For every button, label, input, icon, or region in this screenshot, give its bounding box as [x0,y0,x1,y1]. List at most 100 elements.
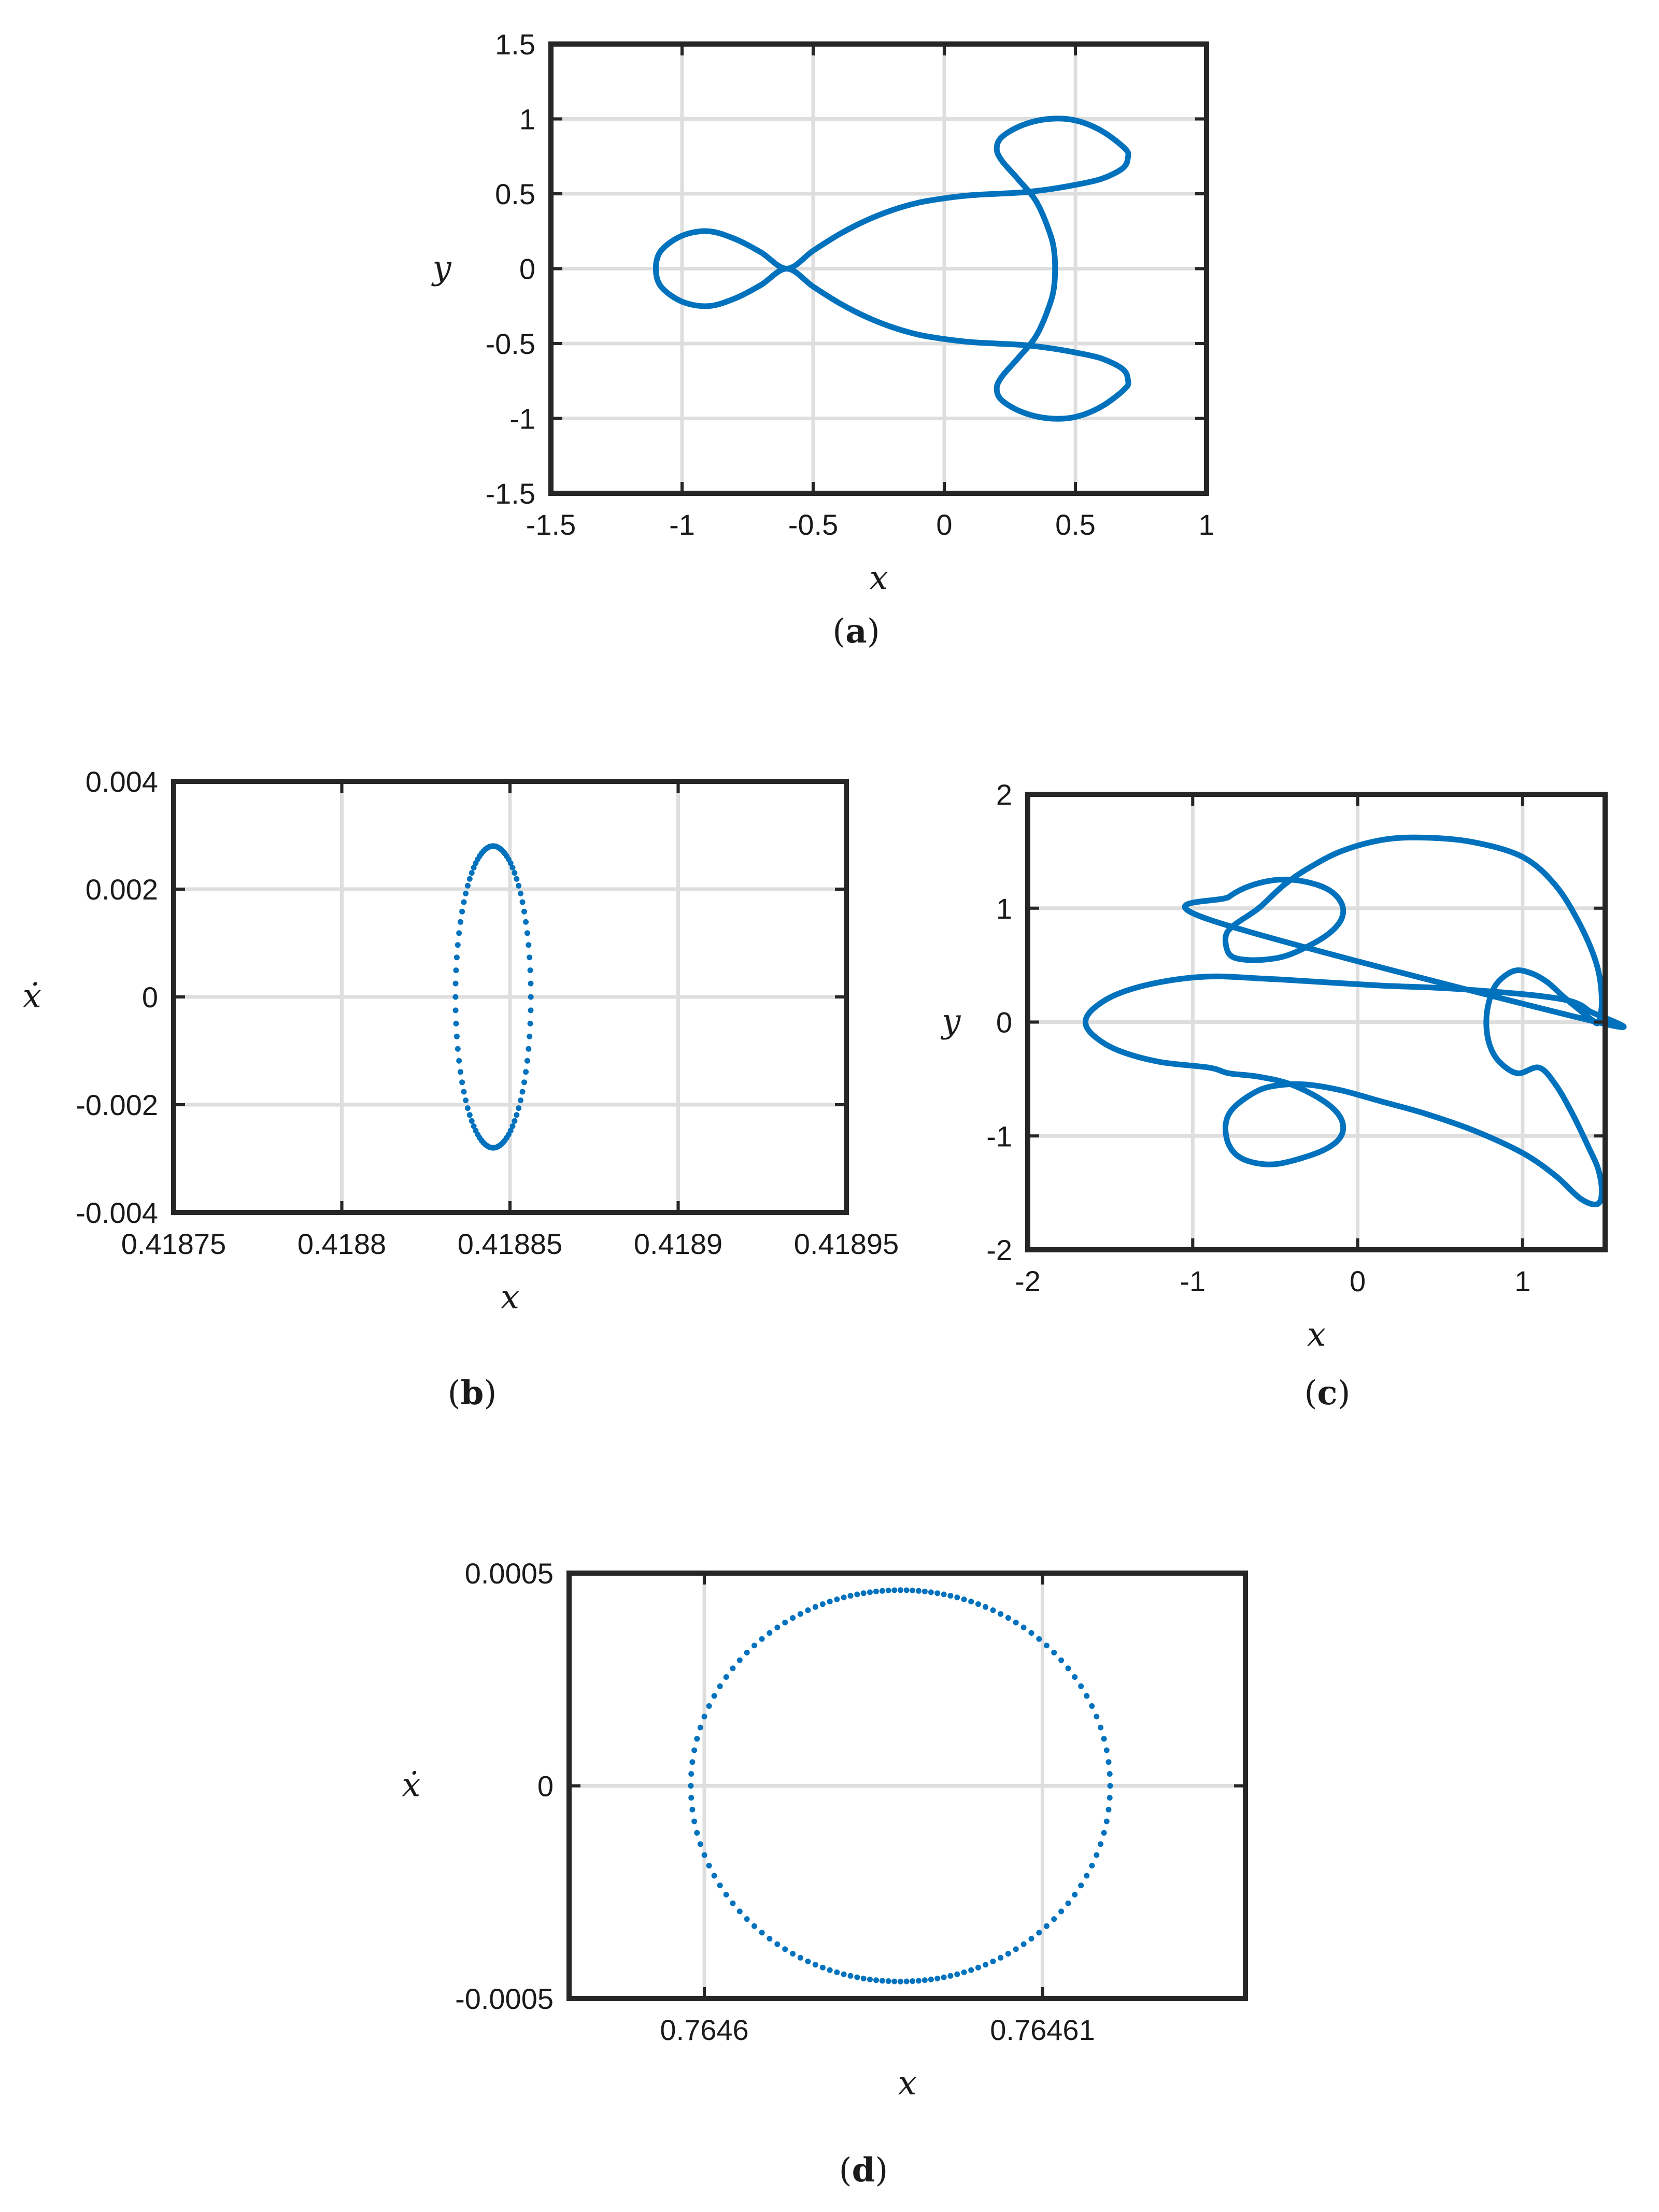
data-point [528,1007,534,1014]
data-point [774,1941,781,1947]
data-point [528,994,534,1000]
data-point [464,882,471,889]
data-point [790,1615,796,1621]
y-tick-label: -0.002 [76,1089,158,1121]
y-tick-label: -0.0005 [455,1982,554,2015]
x-axis-label: x [869,559,888,597]
data-point [879,1588,885,1594]
y-tick-label: -0.5 [486,327,536,360]
data-point [461,1089,467,1095]
data-point [1028,1936,1034,1942]
data-point [452,994,459,1000]
data-point [998,1611,1004,1617]
x-axis-label: x [501,1278,519,1317]
data-point [528,980,534,987]
x-tick-label: -0.5 [788,508,839,541]
data-point [1013,1619,1019,1625]
x-tick-label: -1.5 [526,508,576,541]
y-tick-label: 0.002 [86,873,158,906]
y-tick-label: -1 [509,403,535,435]
data-point [885,1588,891,1593]
data-point [688,1783,694,1789]
data-point [1107,1783,1113,1789]
data-point [456,1058,462,1064]
y-tick-label: 0.004 [86,765,158,798]
y-tick-label: 0 [519,253,535,286]
data-point [954,1971,960,1977]
data-point [1089,1863,1095,1868]
panel-caption-letter: c [1317,1374,1338,1412]
x-axis-label: x [898,2064,916,2103]
data-point [464,1105,471,1111]
data-point [1101,1830,1107,1836]
data-point [947,1593,954,1599]
data-point [805,1958,811,1964]
data-point [819,1964,826,1971]
data-point [1020,1624,1027,1631]
data-point [459,908,465,915]
data-point [860,1590,867,1596]
data-point [1107,1771,1113,1777]
data-point [701,1714,707,1720]
data-point [1094,1852,1100,1858]
data-point [1101,1736,1107,1742]
x-tick-label: 0.5 [1055,508,1096,541]
data-point [1043,1643,1050,1649]
data-point [516,1105,522,1111]
data-point [452,1007,459,1014]
data-point [730,1665,736,1672]
data-point [1072,1892,1078,1897]
panel-c: -2 -1 0 1 -2 -1 0 1 2 x y (c) [940,778,1627,1412]
data-point [921,1588,928,1594]
data-point [782,1619,788,1625]
data-point [928,1976,934,1982]
panel-caption: (d) [839,2151,888,2190]
data-point [1065,1900,1071,1906]
data-point [527,954,533,961]
data-point [968,1967,974,1973]
x-tick-label: 0.41895 [794,1228,899,1260]
data-point [854,1591,860,1597]
data-point [521,1079,527,1086]
data-point [990,1958,996,1964]
data-point [983,1962,989,1968]
y-tick-label: 0 [996,1006,1012,1039]
data-point [518,890,523,896]
data-point [512,870,518,876]
data-point [910,1978,916,1984]
data-point [523,919,529,925]
y-tick-label: -1 [986,1120,1012,1152]
y-tick-label: -2 [986,1234,1012,1266]
data-point [1094,1714,1100,1720]
panel-caption: (b) [448,1374,497,1412]
x-tick-label: 0.4189 [634,1228,722,1260]
data-point [514,1112,520,1118]
data-point [797,1611,803,1617]
data-point [519,1089,526,1095]
data-point [1028,1630,1034,1636]
data-point [453,954,460,961]
data-point [697,1841,703,1847]
data-point [452,980,459,987]
data-point [736,1908,743,1915]
data-point [941,1591,947,1597]
data-point [841,1594,847,1601]
data-point [456,930,462,936]
data-point [453,967,459,974]
data-point [867,1589,873,1595]
data-point [847,1973,854,1979]
data-point [688,1771,694,1777]
data-point [744,1916,750,1922]
data-point [1078,1882,1084,1889]
data-point [782,1946,788,1952]
y-tick-label: 0.5 [495,178,535,210]
data-point [1020,1941,1027,1947]
data-point [1107,1795,1113,1801]
data-point [1089,1703,1095,1709]
data-point [805,1607,811,1614]
data-point [934,1975,941,1981]
data-point [819,1601,826,1607]
data-point [524,1058,530,1064]
data-point [873,1977,879,1983]
data-point [954,1594,960,1601]
